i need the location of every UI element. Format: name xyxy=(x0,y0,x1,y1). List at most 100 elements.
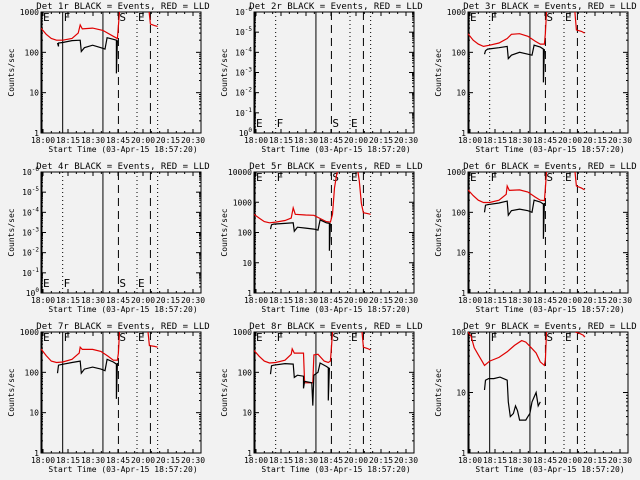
x-tick-label: 20:30 xyxy=(181,456,205,465)
time-marker-label: E xyxy=(470,331,477,344)
time-marker-label: F xyxy=(491,11,498,24)
panel-title: Det 7r BLACK = Events, RED = LLD xyxy=(36,322,209,332)
x-tick-label: 18:15 xyxy=(483,136,507,145)
x-tick-label: 18:45 xyxy=(533,296,557,305)
x-tick-label: 18:30 xyxy=(294,136,318,145)
x-tick-label: 18:00 xyxy=(244,456,268,465)
y-tick-exponent: -3 xyxy=(32,227,40,234)
x-tick-label: 18:30 xyxy=(81,456,105,465)
time-marker-label: E xyxy=(138,331,145,344)
x-tick-label: 18:45 xyxy=(319,456,343,465)
x-tick-label: 18:30 xyxy=(508,456,532,465)
time-marker-label: S xyxy=(332,117,339,130)
time-marker-label: E xyxy=(565,171,572,184)
x-tick-label: 18:15 xyxy=(56,296,80,305)
events-series-line xyxy=(269,362,330,406)
x-tick-label: 18:45 xyxy=(319,136,343,145)
lld-series-line xyxy=(254,332,334,384)
x-tick-label: 20:15 xyxy=(583,296,607,305)
time-marker-label: E xyxy=(43,331,50,344)
x-tick-label: 20:30 xyxy=(608,136,632,145)
panel-det-1: Det 1r BLACK = Events, RED = LLD 1 10 100 10… xyxy=(7,2,210,154)
x-tick-label: 18:15 xyxy=(56,136,80,145)
y-tick-label: 1000 xyxy=(233,198,252,207)
y-axis-label: Counts/sec xyxy=(7,368,16,416)
x-tick-label: 18:00 xyxy=(31,456,55,465)
plot-frame xyxy=(253,331,415,454)
panel-det-7: Det 7r BLACK = Events, RED = LLD 1 10 100 10… xyxy=(7,322,210,474)
y-tick-label: 100 xyxy=(238,368,253,377)
y-tick-exponent: -5 xyxy=(245,26,253,33)
y-tick-label: 10-6 xyxy=(22,166,39,177)
plot-frame xyxy=(40,331,202,454)
x-axis-label: Start Time (03-Apr-15 18:57:20) xyxy=(48,305,197,314)
x-axis-label: Start Time (03-Apr-15 18:57:20) xyxy=(475,465,624,474)
lld-series-line xyxy=(468,332,548,367)
x-tick-label: 20:00 xyxy=(131,296,155,305)
x-tick-label: 20:30 xyxy=(181,296,205,305)
time-marker-label: E xyxy=(565,331,572,344)
x-axis-label: Start Time (03-Apr-15 18:57:20) xyxy=(48,465,197,474)
events-series-line xyxy=(483,44,545,83)
x-axis-label: Start Time (03-Apr-15 18:57:20) xyxy=(261,465,410,474)
time-marker-label: F xyxy=(491,331,498,344)
y-tick-label: 1000 xyxy=(20,328,39,337)
y-tick-label: 1000 xyxy=(447,168,466,177)
y-tick-label: 10-3 xyxy=(235,67,252,78)
plot-frame xyxy=(467,331,629,454)
x-tick-label: 18:45 xyxy=(106,136,130,145)
x-tick-label: 20:00 xyxy=(131,456,155,465)
y-tick-label: 10 xyxy=(242,259,252,268)
plot-frame xyxy=(467,11,629,134)
y-tick-exponent: -5 xyxy=(32,186,40,193)
y-tick-label: 1000 xyxy=(233,328,252,337)
y-tick-label: 10 xyxy=(456,389,466,398)
panel-det-6: Det 6r BLACK = Events, RED = LLD 1 10 100 10… xyxy=(434,162,637,314)
x-tick-label: 20:15 xyxy=(369,456,393,465)
y-tick-label: 100 xyxy=(238,229,253,238)
y-tick-exponent: -1 xyxy=(245,107,253,114)
time-marker-label: F xyxy=(491,171,498,184)
x-tick-label: 18:00 xyxy=(458,136,482,145)
y-tick-label: 10-4 xyxy=(235,46,252,57)
y-tick-label: 10-1 xyxy=(22,267,39,278)
panel-title: Det 3r BLACK = Events, RED = LLD xyxy=(463,2,636,12)
x-tick-label: 20:15 xyxy=(583,136,607,145)
y-tick-label: 1000 xyxy=(447,8,466,17)
panel-det-3: Det 3r BLACK = Events, RED = LLD 1 10 100 10… xyxy=(434,2,637,154)
time-marker-label: F xyxy=(277,117,284,130)
y-tick-label: 10 xyxy=(29,409,39,418)
panel-det-9: Det 9r BLACK = Events, RED = LLD 1 10 100 Co… xyxy=(434,322,637,474)
x-tick-label: 18:45 xyxy=(533,136,557,145)
x-tick-label: 18:15 xyxy=(483,296,507,305)
x-tick-label: 20:00 xyxy=(558,296,582,305)
x-tick-label: 18:15 xyxy=(269,296,293,305)
y-tick-label: 1000 xyxy=(20,8,39,17)
x-tick-label: 20:15 xyxy=(156,456,180,465)
lld-series-line xyxy=(575,332,586,338)
y-tick-label: 1 xyxy=(461,449,466,458)
time-marker-label: E xyxy=(138,11,145,24)
time-marker-label: S xyxy=(119,11,126,24)
y-tick-label: 100 xyxy=(239,127,253,138)
x-tick-label: 20:00 xyxy=(344,456,368,465)
lld-series-line xyxy=(41,332,121,364)
x-tick-label: 20:30 xyxy=(394,456,418,465)
lld-series-line xyxy=(468,12,548,48)
x-axis-label: Start Time (03-Apr-15 18:57:20) xyxy=(475,145,624,154)
time-marker-label: F xyxy=(277,331,284,344)
x-axis-label: Start Time (03-Apr-15 18:57:20) xyxy=(261,305,410,314)
y-tick-label: 10 xyxy=(456,89,466,98)
panel-det-4: Det 4r BLACK = Events, RED = LLD 100 10-1 1… xyxy=(7,162,210,314)
x-tick-label: 20:00 xyxy=(344,136,368,145)
x-tick-label: 18:30 xyxy=(294,296,318,305)
y-tick-label: 1 xyxy=(247,289,252,298)
lld-series-line xyxy=(357,172,371,215)
y-tick-exponent: -2 xyxy=(32,247,40,254)
time-marker-label: F xyxy=(64,11,71,24)
y-tick-exponent: -2 xyxy=(245,87,253,94)
lld-series-line xyxy=(148,12,158,27)
time-marker-label: F xyxy=(277,171,284,184)
events-series-line xyxy=(269,219,331,251)
x-tick-label: 18:15 xyxy=(269,136,293,145)
